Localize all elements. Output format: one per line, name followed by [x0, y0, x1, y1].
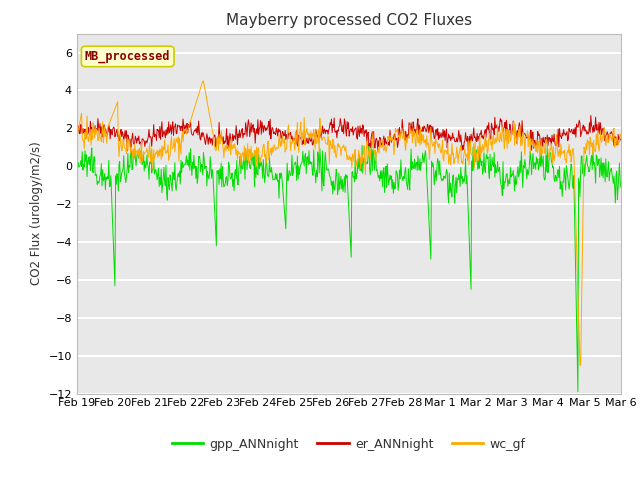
wc_gf	[617, 132, 625, 138]
gpp_ANNnight	[390, 191, 397, 196]
er_ANNnight	[124, 148, 131, 154]
er_ANNnight	[390, 136, 397, 142]
er_ANNnight	[587, 113, 595, 119]
gpp_ANNnight	[542, 153, 550, 158]
Line: wc_gf: wc_gf	[77, 81, 621, 365]
er_ANNnight	[404, 132, 412, 137]
Y-axis label: CO2 Flux (urology/m2/s): CO2 Flux (urology/m2/s)	[30, 142, 43, 286]
wc_gf	[486, 138, 494, 144]
er_ANNnight	[486, 134, 494, 140]
Line: gpp_ANNnight: gpp_ANNnight	[77, 142, 621, 392]
wc_gf	[199, 78, 207, 84]
wc_gf	[390, 140, 397, 146]
wc_gf	[73, 135, 81, 141]
er_ANNnight	[420, 123, 428, 129]
wc_gf	[420, 140, 428, 146]
er_ANNnight	[106, 136, 114, 142]
er_ANNnight	[73, 129, 81, 134]
wc_gf	[106, 119, 114, 124]
wc_gf	[576, 362, 584, 368]
wc_gf	[542, 138, 550, 144]
er_ANNnight	[542, 136, 550, 142]
gpp_ANNnight	[420, 160, 428, 166]
Legend: gpp_ANNnight, er_ANNnight, wc_gf: gpp_ANNnight, er_ANNnight, wc_gf	[167, 433, 531, 456]
gpp_ANNnight	[106, 183, 114, 189]
Line: er_ANNnight: er_ANNnight	[77, 116, 621, 151]
er_ANNnight	[617, 137, 625, 143]
Text: MB_processed: MB_processed	[85, 50, 170, 63]
gpp_ANNnight	[404, 187, 412, 192]
gpp_ANNnight	[368, 139, 376, 144]
wc_gf	[404, 135, 412, 141]
gpp_ANNnight	[486, 151, 494, 157]
gpp_ANNnight	[73, 153, 81, 159]
Title: Mayberry processed CO2 Fluxes: Mayberry processed CO2 Fluxes	[226, 13, 472, 28]
gpp_ANNnight	[574, 389, 582, 395]
gpp_ANNnight	[617, 184, 625, 190]
